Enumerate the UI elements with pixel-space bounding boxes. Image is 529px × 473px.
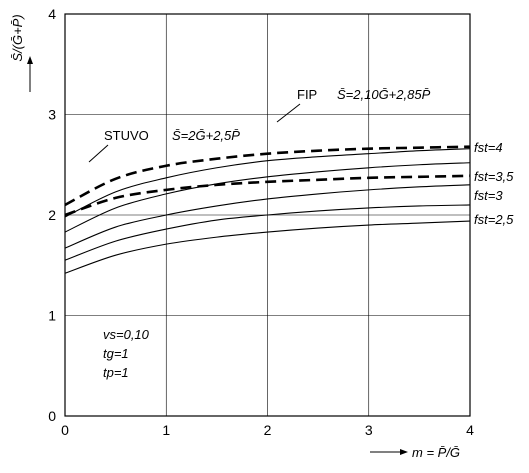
fst-3-label: fst=3 bbox=[474, 188, 503, 203]
series-line-fst-3-5 bbox=[64, 162, 471, 233]
y-axis-label: S̄/(Ḡ+P̄) bbox=[10, 14, 33, 92]
param-tg: tg=1 bbox=[103, 346, 129, 361]
fst-4-label: fst=4 bbox=[474, 140, 503, 155]
y-tick-label: 2 bbox=[48, 207, 56, 223]
stuvo-leader-line bbox=[88, 144, 109, 163]
x-tick-label: 4 bbox=[466, 422, 474, 438]
y-tick-label: 3 bbox=[48, 107, 56, 123]
series-line-fst-2-5 bbox=[64, 220, 471, 274]
fip-label: FIP bbox=[297, 87, 317, 102]
x-axis-arrowhead bbox=[400, 449, 408, 455]
y-tick-label: 1 bbox=[48, 308, 56, 324]
y-tick-label: 0 bbox=[48, 408, 56, 424]
series-line-fst-3 bbox=[64, 184, 471, 249]
y-axis-label-text: S̄/(Ḡ+P̄) bbox=[10, 14, 25, 61]
svg-text:S̄/(Ḡ+P̄): S̄/(Ḡ+P̄) bbox=[10, 14, 25, 61]
fip-leader-line bbox=[276, 103, 301, 123]
series-line-fst-4 bbox=[64, 148, 471, 218]
x-axis-label-text: m = P̄/Ḡ bbox=[412, 445, 460, 460]
y-tick-label: 4 bbox=[48, 6, 56, 22]
tick-labels: 0 1 2 3 4 0 1 2 3 4 bbox=[48, 6, 474, 438]
fst-35-label: fst=3,5 bbox=[474, 169, 514, 184]
param-vs: vs=0,10 bbox=[103, 327, 150, 342]
series-line-unlabeled bbox=[64, 204, 471, 261]
fst-25-label: fst=2,5 bbox=[474, 212, 514, 227]
series-line-stuvo bbox=[64, 174, 471, 217]
param-tp: tp=1 bbox=[103, 365, 129, 380]
x-tick-label: 3 bbox=[365, 422, 373, 438]
x-tick-label: 0 bbox=[61, 422, 69, 438]
y-axis-arrowhead bbox=[27, 56, 33, 64]
stuvo-formula: S̄=2Ḡ+2,5P̄ bbox=[172, 128, 240, 143]
x-axis-label: m = P̄/Ḡ bbox=[370, 445, 460, 460]
x-tick-label: 2 bbox=[264, 422, 272, 438]
fip-formula: S̄=2,10Ḡ+2,85P̄ bbox=[337, 87, 431, 102]
x-tick-label: 1 bbox=[162, 422, 170, 438]
series-group bbox=[64, 145, 471, 274]
stuvo-label: STUVO bbox=[104, 128, 149, 143]
series-line-fip bbox=[64, 145, 471, 207]
